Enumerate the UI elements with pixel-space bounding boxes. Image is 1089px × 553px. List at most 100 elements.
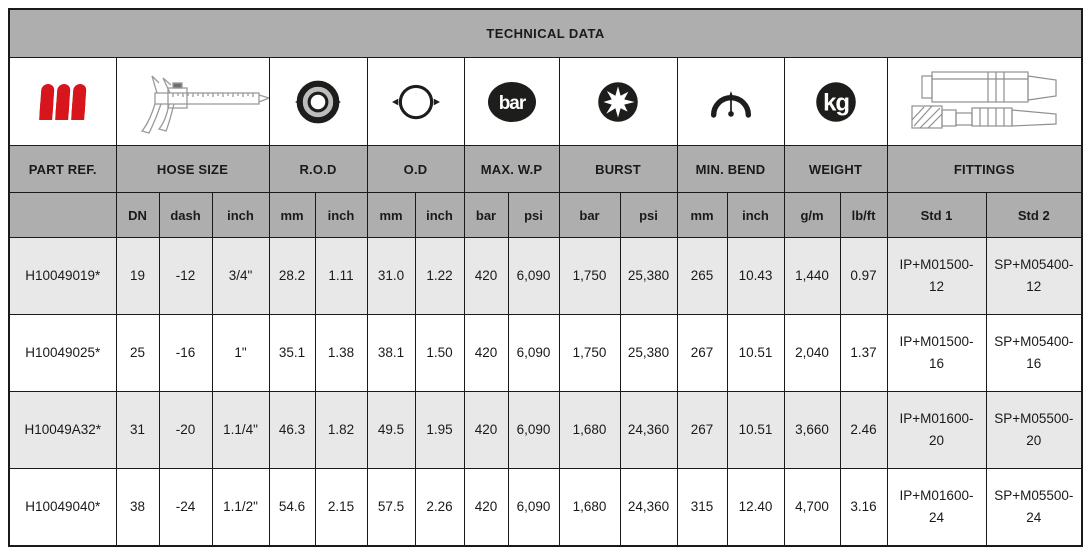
subheader-burst-bar: bar <box>558 192 621 238</box>
cell-std2: SP+M05500-24 <box>985 468 1083 547</box>
cell-wp-bar: 420 <box>463 314 509 392</box>
group-max-wp: MAX. W.P <box>463 145 560 193</box>
cell-od-mm: 57.5 <box>366 468 416 547</box>
group-part-ref: PART REF. <box>8 145 117 193</box>
bend-icon <box>710 90 751 118</box>
rod-icon <box>295 80 341 123</box>
cell-dash: -20 <box>158 391 213 469</box>
group-header-row: PART REF. HOSE SIZE R.O.D O.D MAX. W.P B… <box>8 145 1083 193</box>
cell-burst-bar: 1,680 <box>558 391 621 469</box>
group-fittings: FITTINGS <box>886 145 1083 193</box>
table-title: TECHNICAL DATA <box>8 8 1083 58</box>
cell-rod-mm: 54.6 <box>268 468 316 547</box>
min-bend-icon-cell <box>676 57 785 146</box>
cell-std1: IP+M01600-20 <box>886 391 987 469</box>
cell-std2: SP+M05400-12 <box>985 237 1083 315</box>
cell-dash: -12 <box>158 237 213 315</box>
fitting-icon <box>911 70 1057 129</box>
cell-wp-bar: 420 <box>463 468 509 547</box>
cell-dn: 31 <box>115 391 160 469</box>
hose-size-icon-cell <box>115 57 270 146</box>
cell-weight-lbft: 1.37 <box>839 314 888 392</box>
cell-std2: SP+M05500-20 <box>985 391 1083 469</box>
cell-part-ref: H10049019* <box>8 237 117 315</box>
kg-icon: kg <box>815 81 856 122</box>
cell-inch-size: 1.1/4" <box>211 391 270 469</box>
cell-weight-lbft: 2.46 <box>839 391 888 469</box>
table-row: H10049025* 25 -16 1" 35.1 1.38 38.1 1.50… <box>8 314 1083 392</box>
svg-text:kg: kg <box>823 89 849 116</box>
subheader-std2: Std 2 <box>985 192 1083 238</box>
cell-wp-psi: 6,090 <box>507 314 560 392</box>
cell-dn: 38 <box>115 468 160 547</box>
cell-rod-mm: 46.3 <box>268 391 316 469</box>
cell-wp-psi: 6,090 <box>507 237 560 315</box>
technical-data-table: TECHNICAL DATA <box>8 8 1084 547</box>
cell-od-inch: 1.95 <box>414 391 465 469</box>
table-title-row: TECHNICAL DATA <box>8 8 1083 58</box>
subheader-empty <box>8 192 117 238</box>
rod-icon-cell <box>268 57 368 146</box>
cell-weight-gm: 4,700 <box>783 468 841 547</box>
subheader-dash: dash <box>158 192 213 238</box>
cell-std1: IP+M01600-24 <box>886 468 987 547</box>
cell-wp-psi: 6,090 <box>507 468 560 547</box>
svg-text:bar: bar <box>498 93 526 114</box>
group-rod: R.O.D <box>268 145 368 193</box>
cell-rod-inch: 1.11 <box>314 237 368 315</box>
group-min-bend: MIN. BEND <box>676 145 785 193</box>
cell-inch-size: 1.1/2" <box>211 468 270 547</box>
sub-header-row: DN dash inch mm inch mm inch bar psi bar… <box>8 192 1083 238</box>
cell-bend-mm: 315 <box>676 468 728 547</box>
fittings-icon-cell <box>886 57 1083 146</box>
cell-weight-gm: 1,440 <box>783 237 841 315</box>
cell-part-ref: H10049A32* <box>8 391 117 469</box>
cell-bend-mm: 267 <box>676 314 728 392</box>
subheader-burst-psi: psi <box>619 192 678 238</box>
cell-bend-inch: 10.51 <box>726 391 785 469</box>
cell-od-inch: 2.26 <box>414 468 465 547</box>
group-burst: BURST <box>558 145 678 193</box>
cell-burst-bar: 1,750 <box>558 237 621 315</box>
subheader-rod-mm: mm <box>268 192 316 238</box>
cell-bend-inch: 12.40 <box>726 468 785 547</box>
subheader-bend-inch: inch <box>726 192 785 238</box>
cell-burst-psi: 25,380 <box>619 237 678 315</box>
group-weight: WEIGHT <box>783 145 888 193</box>
cell-burst-bar: 1,680 <box>558 468 621 547</box>
cell-bend-inch: 10.43 <box>726 237 785 315</box>
cell-burst-psi: 25,380 <box>619 314 678 392</box>
subheader-weight-lbft: lb/ft <box>839 192 888 238</box>
cell-weight-lbft: 3.16 <box>839 468 888 547</box>
cell-std2: SP+M05400-16 <box>985 314 1083 392</box>
cell-inch-size: 3/4" <box>211 237 270 315</box>
cell-wp-psi: 6,090 <box>507 391 560 469</box>
cell-rod-mm: 28.2 <box>268 237 316 315</box>
subheader-std1: Std 1 <box>886 192 987 238</box>
subheader-weight-gm: g/m <box>783 192 841 238</box>
burst-icon <box>598 81 638 122</box>
group-hose-size: HOSE SIZE <box>115 145 270 193</box>
cell-bend-mm: 265 <box>676 237 728 315</box>
cell-rod-inch: 2.15 <box>314 468 368 547</box>
icon-row: bar kg <box>8 57 1083 146</box>
cell-dn: 25 <box>115 314 160 392</box>
burst-icon-cell <box>558 57 678 146</box>
weight-icon-cell: kg <box>783 57 888 146</box>
od-icon-cell <box>366 57 465 146</box>
cell-od-inch: 1.50 <box>414 314 465 392</box>
cell-weight-lbft: 0.97 <box>839 237 888 315</box>
cell-std1: IP+M01500-16 <box>886 314 987 392</box>
cell-bend-inch: 10.51 <box>726 314 785 392</box>
od-icon <box>391 84 440 119</box>
cell-std1: IP+M01500-12 <box>886 237 987 315</box>
subheader-od-mm: mm <box>366 192 416 238</box>
cell-burst-bar: 1,750 <box>558 314 621 392</box>
cell-burst-psi: 24,360 <box>619 468 678 547</box>
cell-dn: 19 <box>115 237 160 315</box>
cell-inch-size: 1" <box>211 314 270 392</box>
cell-burst-psi: 24,360 <box>619 391 678 469</box>
subheader-wp-psi: psi <box>507 192 560 238</box>
cell-dash: -16 <box>158 314 213 392</box>
